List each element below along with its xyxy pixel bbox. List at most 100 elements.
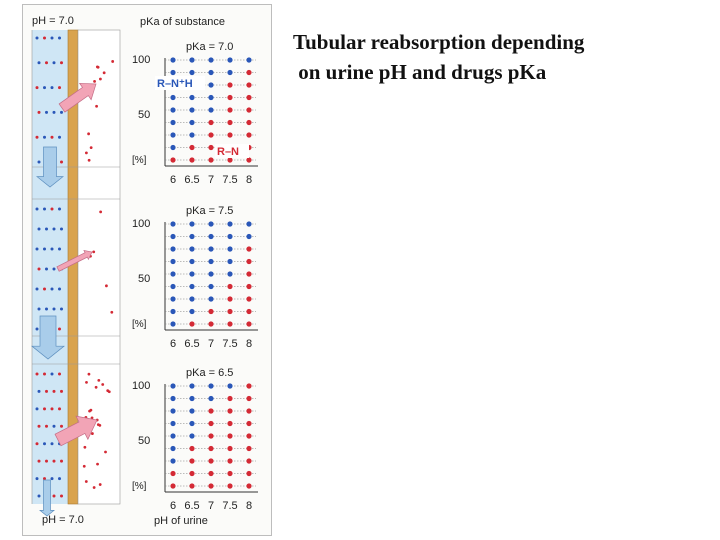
lumen-dot [45,459,48,463]
fraction-dot [246,458,252,464]
reabsorption-arrow [56,249,93,272]
x-tick-label: 6 [170,174,176,186]
lumen-dot [50,372,54,376]
fraction-dot [246,483,252,489]
y-unit: [%] [132,155,147,166]
interstitium-dot [106,389,110,393]
lumen-dot [35,247,39,251]
x-tick-label: 6 [170,500,176,512]
fraction-dot [170,258,176,265]
lumen-dot [43,247,46,251]
x-tick-label: 7.5 [222,500,237,512]
fraction-dot [189,470,195,477]
interstitium-dot [96,65,100,69]
lumen-dot [37,267,41,271]
lumen-dot [45,307,48,311]
fraction-dot [170,157,176,163]
fraction-dot [170,221,176,227]
fraction-dot [208,433,214,439]
lumen-dot [58,477,61,481]
pka-panel-title: pKa = 7.5 [186,205,233,217]
fraction-dot [170,233,176,240]
fraction-dot [246,107,252,113]
interstitium-dot [98,483,102,486]
fraction-dot [227,69,233,76]
protonated-label-bg [155,76,205,90]
reabsorption-figure: pH = 7.0 pH = 7.0 pKa of substance pH of… [22,4,272,536]
fraction-dot [246,233,252,240]
lumen-dot [50,287,54,291]
fraction-dot [189,107,195,113]
urine-flow-arrow [39,479,55,517]
interstitium-dot [89,146,93,150]
fraction-dot [208,57,214,63]
fraction-dot [208,321,214,327]
fraction-dot [227,246,233,252]
fraction-dot [227,132,233,138]
reabsorption-arrow [54,415,98,447]
fraction-dot [170,107,176,113]
fraction-dot [227,408,233,414]
bottom-ph-label: pH = 7.0 [42,514,84,526]
lumen-dot [37,494,41,498]
urine-flow-arrow [31,315,65,360]
fraction-dot [208,246,214,252]
fraction-dot [170,383,176,389]
fraction-dot [227,271,233,277]
interstitium-dot [102,71,106,75]
x-tick-label: 6 [170,338,176,350]
lumen-dot [45,61,48,65]
interstitium-dot [101,383,105,386]
fraction-dot [208,383,214,389]
fraction-dot [189,433,195,439]
lumen-dot [50,207,54,211]
fraction-dot [189,283,195,290]
fraction-dot [246,119,252,126]
interstitium-dot [83,445,87,449]
x-tick-label: 8 [246,174,252,186]
fraction-dot [208,408,214,414]
fraction-dot [208,144,214,151]
fraction-dot [170,408,176,414]
fraction-dot [246,221,252,227]
fraction-dot [189,233,195,240]
reabsorption-arrow-shape [54,415,98,447]
fraction-dot [246,470,252,477]
x-tick-label: 6.5 [184,338,199,350]
interstitium-dot [88,409,91,413]
y-tick-50: 50 [138,109,150,121]
fraction-dot [227,420,233,427]
fraction-dot [208,94,214,101]
interstitium-dot [99,210,103,214]
y-unit: [%] [132,319,147,330]
x-tick-label: 6.5 [184,500,199,512]
fraction-dot [189,94,195,101]
fraction-dot [208,470,214,477]
tubule-column [31,29,121,517]
interstitium-dot [105,284,108,288]
lumen-dot [52,61,56,65]
x-tick-label: 8 [246,500,252,512]
fraction-dot [246,82,252,88]
fraction-dot [208,271,214,277]
lumen-dot [50,36,54,40]
lumen-dot [52,459,56,463]
lumen-dot [60,227,63,231]
interstitium-dot [104,450,107,454]
fraction-dot [227,383,233,389]
fraction-dot [189,321,195,327]
fraction-dot [227,157,233,163]
fraction-dot [246,258,252,265]
lumen-dot [45,227,48,231]
lumen-dot [35,135,39,139]
fraction-dot [189,408,195,414]
lumen-dot [43,287,46,291]
slide-title-line-2: on urine pH and drugs pKa [293,60,547,84]
fraction-dot [208,395,214,402]
lumen-dot [50,86,54,90]
lumen-dot [52,307,56,311]
lumen-dot [58,407,61,411]
fraction-dot [170,132,176,138]
fraction-dot [208,132,214,138]
pka-panel-title: pKa = 7.0 [186,41,233,53]
